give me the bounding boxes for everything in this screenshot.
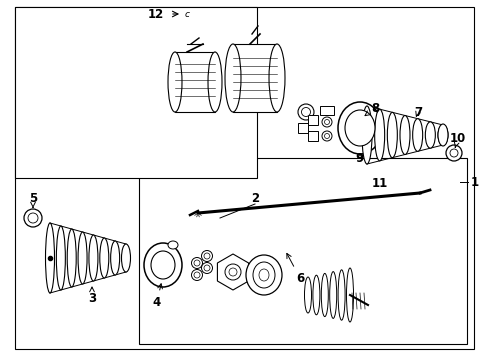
Ellipse shape [168,52,182,112]
Text: 4: 4 [153,284,162,309]
Bar [15,7,256,178]
Ellipse shape [399,116,409,154]
Ellipse shape [24,209,42,227]
FancyBboxPatch shape [232,44,276,112]
Ellipse shape [100,238,108,278]
Ellipse shape [89,235,98,281]
Ellipse shape [324,134,329,139]
Ellipse shape [361,106,371,164]
Bar [139,158,466,344]
Ellipse shape [194,272,200,278]
Ellipse shape [259,269,268,281]
Ellipse shape [321,273,327,316]
Ellipse shape [28,213,38,223]
Ellipse shape [224,44,241,112]
Bar [307,131,317,141]
Ellipse shape [337,102,381,154]
Ellipse shape [121,244,130,272]
Text: 2: 2 [250,192,259,204]
Ellipse shape [207,52,222,112]
Ellipse shape [252,262,274,288]
Ellipse shape [412,119,422,151]
Bar [319,106,333,115]
Ellipse shape [301,108,310,117]
Ellipse shape [191,257,202,269]
Text: 3: 3 [88,287,96,305]
Bar [297,123,307,133]
Text: 1: 1 [470,176,478,189]
Ellipse shape [143,243,182,287]
Text: 6: 6 [286,253,304,284]
Ellipse shape [45,223,54,293]
Ellipse shape [449,149,457,157]
Bar [307,115,317,125]
FancyBboxPatch shape [175,52,215,112]
Ellipse shape [337,270,345,320]
Ellipse shape [228,268,237,276]
Ellipse shape [110,241,120,275]
Ellipse shape [345,110,374,146]
Ellipse shape [321,117,331,127]
Ellipse shape [445,145,461,161]
Ellipse shape [203,253,209,259]
Ellipse shape [201,251,212,261]
Ellipse shape [346,268,353,322]
Text: 8: 8 [365,102,378,116]
Ellipse shape [297,104,313,120]
Ellipse shape [67,229,76,287]
Ellipse shape [437,125,447,145]
Text: 9: 9 [355,152,364,165]
Ellipse shape [374,109,384,161]
Ellipse shape [268,44,285,112]
Ellipse shape [194,260,200,266]
Ellipse shape [304,277,311,313]
Ellipse shape [151,251,175,279]
Ellipse shape [203,265,209,271]
Ellipse shape [312,275,319,315]
Text: 11: 11 [371,176,387,189]
Ellipse shape [425,122,434,148]
Ellipse shape [168,241,178,249]
Ellipse shape [324,120,329,125]
Ellipse shape [437,124,447,146]
Ellipse shape [224,264,241,280]
Text: 5: 5 [29,192,37,207]
Text: c: c [184,9,190,18]
Ellipse shape [191,270,202,280]
Text: 12: 12 [147,8,164,21]
Ellipse shape [56,226,65,290]
Ellipse shape [201,262,212,274]
Text: 10: 10 [449,131,465,147]
Ellipse shape [78,232,87,284]
Ellipse shape [386,112,397,158]
Ellipse shape [245,255,282,295]
Ellipse shape [329,271,336,318]
Text: 7: 7 [413,105,421,118]
Ellipse shape [321,131,331,141]
